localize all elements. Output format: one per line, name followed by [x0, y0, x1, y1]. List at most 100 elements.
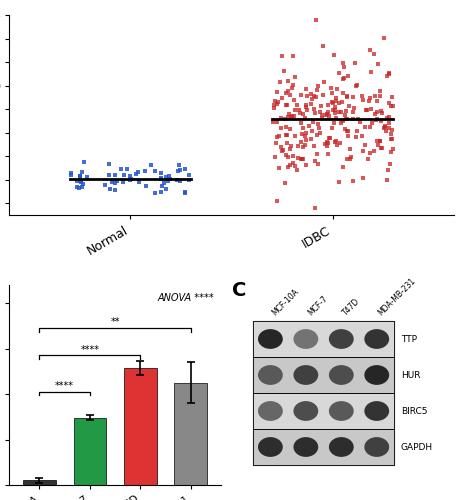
Point [336, 70, 343, 78]
Ellipse shape [258, 365, 283, 385]
Point [383, 126, 390, 134]
Point [290, 159, 297, 167]
Point [73, 183, 81, 191]
Point [282, 90, 289, 98]
Point [181, 164, 188, 172]
Point [158, 182, 166, 190]
Point [274, 197, 281, 205]
Point [385, 119, 392, 127]
Point [289, 82, 297, 90]
Point [329, 100, 337, 108]
Point [359, 174, 366, 182]
Point [281, 67, 288, 75]
Point [284, 77, 291, 85]
Point [329, 89, 336, 97]
Point [364, 156, 371, 164]
Point [273, 139, 280, 147]
Ellipse shape [258, 401, 283, 421]
Point [312, 204, 319, 212]
Point [328, 124, 335, 132]
Point [386, 99, 393, 107]
Point [287, 160, 294, 168]
FancyBboxPatch shape [253, 321, 394, 465]
Point [363, 106, 370, 114]
Point [284, 163, 291, 171]
Point [373, 115, 381, 123]
Point [75, 184, 82, 192]
Point [282, 114, 289, 122]
Point [325, 134, 332, 142]
Ellipse shape [294, 437, 318, 457]
Point [308, 127, 315, 135]
Ellipse shape [329, 401, 354, 421]
Text: MCF-10A: MCF-10A [270, 286, 300, 317]
Point [320, 78, 328, 86]
Point [376, 88, 383, 96]
Point [381, 123, 388, 131]
Point [374, 136, 381, 144]
Point [306, 122, 313, 130]
Point [367, 104, 374, 112]
Point [120, 171, 128, 179]
Point [302, 84, 309, 92]
Point [181, 189, 189, 197]
Point [343, 115, 350, 123]
Point [293, 101, 300, 109]
Text: ****: **** [55, 381, 74, 391]
Point [181, 188, 189, 196]
Point [285, 110, 293, 118]
Point [313, 132, 320, 140]
Point [298, 138, 305, 146]
Point [136, 178, 143, 186]
Point [324, 138, 331, 146]
Point [76, 174, 84, 182]
Point [386, 160, 394, 168]
Point [186, 176, 193, 184]
Ellipse shape [329, 365, 354, 385]
Point [340, 74, 348, 82]
FancyBboxPatch shape [253, 393, 394, 429]
Point [291, 162, 299, 170]
Point [271, 152, 279, 160]
Point [313, 86, 321, 94]
Point [282, 150, 290, 158]
Point [358, 132, 366, 140]
Point [333, 142, 341, 150]
Point [296, 109, 303, 117]
Point [353, 128, 360, 136]
Point [126, 172, 133, 180]
Point [141, 166, 149, 174]
Point [176, 177, 183, 185]
Point [303, 106, 310, 114]
Point [344, 127, 351, 135]
Point [373, 108, 381, 116]
Point [376, 137, 383, 145]
Point [389, 102, 397, 110]
Point [302, 114, 309, 122]
Point [359, 92, 366, 100]
Point [307, 135, 315, 143]
Point [68, 170, 75, 178]
Text: MDA-MB-231: MDA-MB-231 [377, 276, 418, 317]
Bar [74, 418, 106, 485]
Point [303, 92, 311, 100]
Point [389, 145, 396, 153]
Point [367, 68, 375, 76]
Point [352, 132, 360, 140]
Point [162, 185, 169, 193]
Point [302, 129, 309, 137]
Ellipse shape [364, 329, 389, 349]
Ellipse shape [258, 329, 283, 349]
Point [333, 86, 341, 94]
Point [289, 152, 296, 160]
Point [76, 172, 84, 179]
Bar [23, 480, 56, 485]
Point [381, 34, 388, 42]
FancyBboxPatch shape [253, 357, 394, 393]
Point [105, 160, 113, 168]
Point [342, 111, 349, 119]
Point [275, 132, 283, 140]
Point [80, 180, 87, 188]
Text: C: C [232, 281, 246, 300]
Point [309, 118, 316, 126]
